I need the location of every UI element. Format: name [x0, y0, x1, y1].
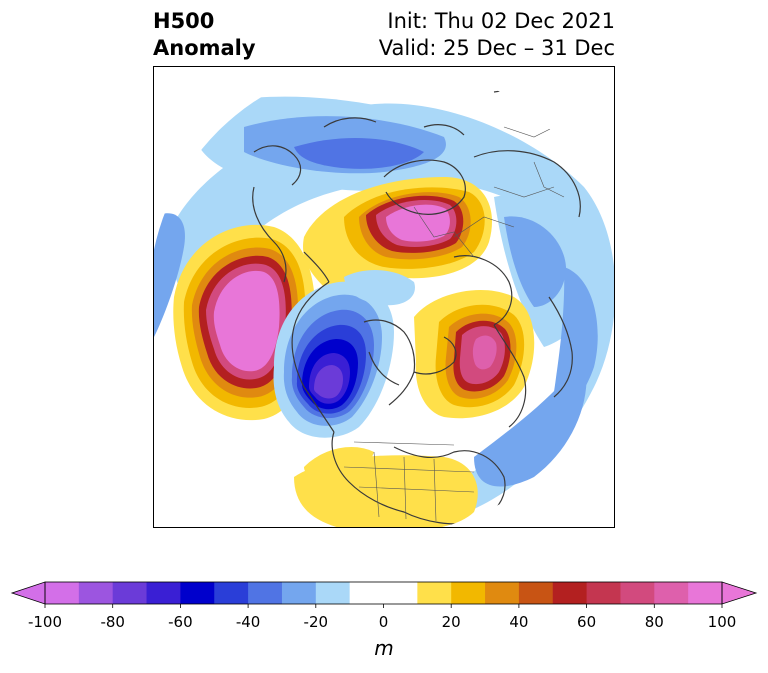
colorbar-under-arrow: [10, 581, 46, 605]
colorbar-segment: [180, 582, 215, 604]
colorbar-tick-label: -60: [168, 613, 193, 631]
title-init-date: Init: Thu 02 Dec 2021: [387, 9, 615, 33]
colorbar-unit-label: m: [374, 636, 394, 660]
colorbar-segment: [349, 582, 418, 604]
colorbar-segment: [518, 582, 554, 604]
coastlines: [252, 89, 605, 525]
colorbar-tick-marks: [44, 604, 723, 608]
colorbar-segment: [620, 582, 655, 604]
colorbar-tick-label: -80: [100, 613, 125, 631]
colorbar-segment: [315, 582, 351, 604]
title-variable: H500: [153, 9, 215, 33]
colorbar-tick-label: 20: [441, 613, 461, 631]
colorbar-tick-label: 0: [378, 613, 389, 631]
colorbar-over-arrow: [721, 581, 758, 605]
colorbar-tick-label: 80: [644, 613, 664, 631]
colorbar-segment: [214, 582, 249, 604]
chart-title-left: H500 Anomaly: [153, 8, 256, 62]
colorbar-segment: [485, 582, 520, 604]
colorbar-segment: [248, 582, 283, 604]
colorbar-tick-label: -100: [27, 613, 63, 631]
title-anomaly: Anomaly: [153, 36, 256, 60]
title-valid-range: Valid: 25 Dec – 31 Dec: [378, 36, 615, 60]
chart-title-right: Init: Thu 02 Dec 2021 Valid: 25 Dec – 31…: [379, 8, 615, 62]
colorbar-tick-label: 40: [509, 613, 529, 631]
colorbar-segment: [552, 582, 588, 604]
colorbar-segment: [112, 582, 148, 604]
colorbar-segment: [586, 582, 621, 604]
colorbar-tick-label: -20: [303, 613, 329, 631]
colorbar-tick-label: 60: [577, 613, 597, 631]
colorbar: [10, 581, 758, 608]
colorbar-segment: [417, 582, 452, 604]
anomaly-map-svg: [154, 89, 614, 527]
colorbar-segment: [688, 582, 723, 604]
neg-anomaly-outer: [164, 103, 614, 517]
anomaly-map: [153, 66, 615, 528]
colorbar-segment: [78, 582, 114, 604]
colorbar-tick-label: -40: [235, 613, 261, 631]
colorbar-segment: [281, 582, 317, 604]
colorbar-segment: [45, 582, 80, 604]
country-borders: [343, 121, 565, 522]
colorbar-tick-label: 100: [707, 613, 737, 631]
colorbar-segment: [654, 582, 689, 604]
colorbar-segment: [451, 582, 486, 604]
colorbar-segment: [146, 582, 181, 604]
colorbar-segments: [45, 582, 723, 604]
